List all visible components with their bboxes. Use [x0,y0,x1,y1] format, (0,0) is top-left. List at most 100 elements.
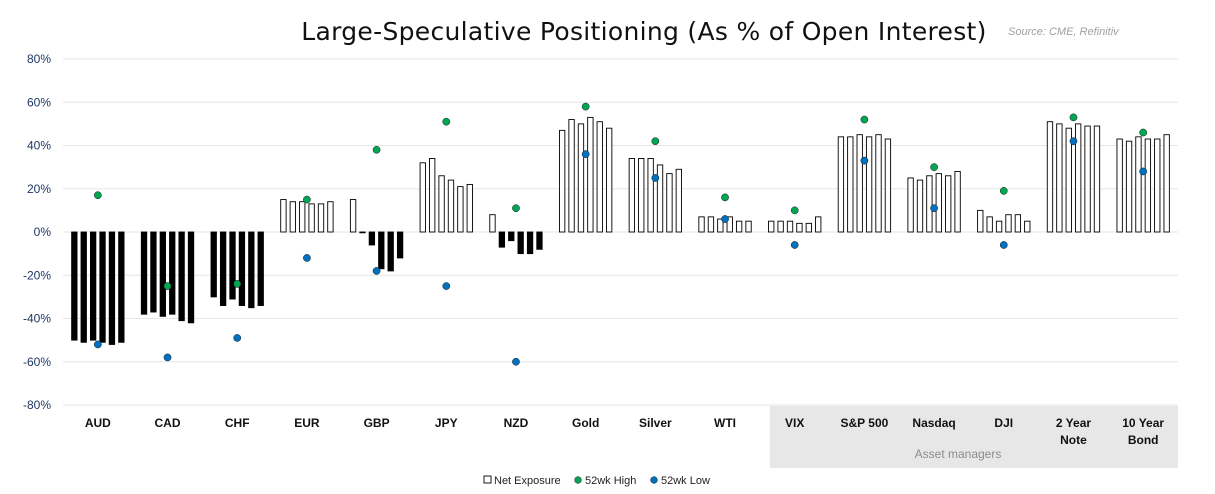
net-exposure-bar [327,201,334,233]
net-exposure-bar [884,138,892,233]
x-tick-label: DJI [994,416,1013,430]
y-tick-label: 40% [27,139,51,153]
net-exposure-bar [89,231,97,341]
52wk-high-marker [1139,128,1148,137]
net-exposure-bar [396,231,404,259]
y-tick-label: -60% [23,355,51,369]
net-exposure-bar [257,231,264,306]
x-tick-label: Silver [639,416,672,430]
net-exposure-bars [71,116,1170,345]
net-exposure-bar [299,201,306,233]
net-exposure-bar [289,201,296,233]
x-tick-label-line: Note [1060,433,1087,447]
x-tick-label-line: CHF [225,416,250,430]
52wk-markers [93,102,1148,366]
y-tick-label: -40% [23,312,51,326]
52wk-low-marker [790,241,799,249]
net-exposure-bar [80,231,87,343]
net-exposure-bar [536,231,543,250]
x-tick-label: S&P 500 [841,416,889,430]
legend-label: 52wk High [585,475,636,487]
x-tick-label: GBP [364,416,390,430]
net-exposure-bar [1005,214,1012,233]
net-exposure-bar [847,136,854,233]
x-tick-label-line: GBP [364,416,390,430]
y-tick-label: 20% [27,182,51,196]
net-exposure-bar [438,175,445,233]
legend: Net Exposure 52wk High 52wk Low [483,475,710,487]
net-exposure-bar [118,231,125,343]
net-exposure-bar [745,220,752,233]
x-tick-label-line: NZD [504,416,529,430]
x-tick-label-line: JPY [435,416,458,430]
net-exposure-bar [187,231,195,324]
x-tick-label: JPY [435,416,458,430]
net-exposure-bar [368,231,376,246]
net-exposure-bar [210,231,217,298]
net-exposure-bar [1125,140,1133,233]
net-exposure-bar [856,134,863,233]
52wk-high-marker [790,206,799,215]
net-exposure-bar [638,158,645,233]
net-exposure-bar [99,231,106,343]
x-tick-label-line: EUR [294,416,320,430]
net-exposure-bar [726,216,733,233]
net-exposure-bar [219,231,227,306]
net-exposure-bar [308,203,315,233]
net-exposure-bar [916,179,924,233]
net-exposure-bar [717,218,724,233]
net-exposure-bar [907,177,914,233]
net-exposure-bar [559,129,566,233]
net-exposure-bar [995,220,1003,233]
52wk-low-marker [442,282,451,290]
x-tick-label-line: CAD [155,416,181,430]
net-exposure-bar [1084,125,1091,233]
net-exposure-bar [977,209,984,233]
x-tick-label-line: DJI [994,416,1013,430]
net-exposure-bar [1024,220,1031,233]
net-exposure-bar [954,170,961,233]
net-exposure-bar [1144,138,1152,233]
x-tick-label: 10 Year Bond [1122,416,1164,447]
52wk-low-marker [372,267,381,275]
net-exposure-bar [1163,134,1170,233]
net-exposure-bar [489,214,496,233]
net-exposure-bar [419,162,426,233]
legend-marker-swatch [574,476,582,484]
x-tick-label-line: VIX [785,416,804,430]
x-tick-label: NZD [504,416,529,430]
52wk-low-marker [93,340,102,349]
net-exposure-bar [735,220,743,233]
52wk-high-marker [442,117,451,126]
net-exposure-bar [1093,125,1101,233]
x-tick-label: 2 Year Note [1056,416,1091,447]
y-tick-label: 60% [27,95,51,109]
y-tick-label: -80% [23,398,51,412]
net-exposure-bar [150,231,157,313]
net-exposure-bar [666,173,673,233]
gridlines [63,58,1178,406]
net-exposure-bar [447,179,455,233]
net-exposure-bar [517,231,524,255]
net-exposure-bar [865,136,873,233]
52wk-high-marker [233,280,242,288]
net-exposure-bar [248,231,255,309]
net-exposure-bar [229,231,236,300]
net-exposure-bar [568,119,575,233]
x-tick-label: VIX [785,416,804,430]
net-exposure-bar [786,220,794,233]
52wk-high-marker [512,204,520,213]
x-tick-label: Nasdaq [912,416,955,430]
net-exposure-bar [768,220,775,233]
52wk-low-marker [581,150,590,158]
52wk-low-marker [303,254,311,262]
52wk-low-marker [999,241,1008,249]
52wk-low-marker [233,334,242,342]
net-exposure-bar [140,231,148,315]
x-tick-label: CHF [225,416,250,430]
net-exposure-bar [587,116,594,233]
52wk-low-marker [1139,167,1148,176]
legend-label: 52wk Low [661,475,710,487]
52wk-low-marker [1069,137,1078,146]
